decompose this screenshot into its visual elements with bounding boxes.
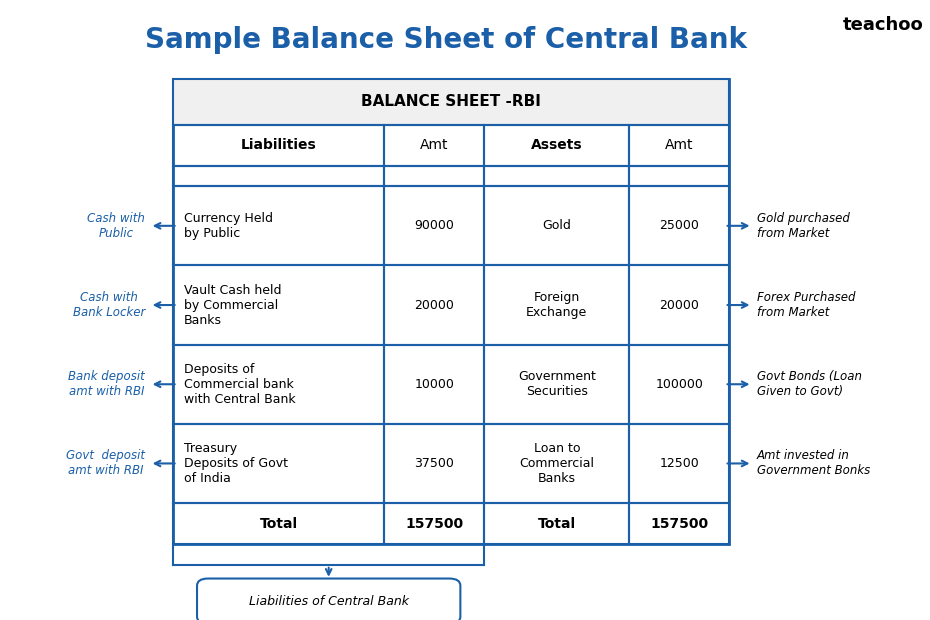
Text: Forex Purchased
from Market: Forex Purchased from Market [757,291,856,319]
Text: Deposits of
Commercial bank
with Central Bank: Deposits of Commercial bank with Central… [184,363,296,405]
Text: 90000: 90000 [415,219,455,232]
Text: Vault Cash held
by Commercial
Banks: Vault Cash held by Commercial Banks [184,283,282,327]
Text: Government
Securities: Government Securities [518,370,596,398]
Text: Amt: Amt [665,138,694,153]
Text: Loan to
Commercial
Banks: Loan to Commercial Banks [519,442,594,485]
FancyBboxPatch shape [197,578,460,620]
Text: Treasury
Deposits of Govt
of India: Treasury Deposits of Govt of India [184,442,288,485]
Text: 20000: 20000 [659,299,699,311]
Text: 20000: 20000 [415,299,455,311]
Text: Govt Bonds (Loan
Given to Govt): Govt Bonds (Loan Given to Govt) [757,370,862,398]
Text: 25000: 25000 [659,219,699,232]
Text: Gold: Gold [542,219,571,232]
Text: Cash with
Bank Locker: Cash with Bank Locker [73,291,145,319]
Text: Foreign
Exchange: Foreign Exchange [526,291,588,319]
Text: Bank deposit
amt with RBI: Bank deposit amt with RBI [69,370,145,398]
Text: Amt: Amt [420,138,448,153]
Text: 10000: 10000 [415,378,455,391]
Text: Liabilities: Liabilities [241,138,316,153]
Text: Amt invested in
Government Bonks: Amt invested in Government Bonks [757,450,870,477]
Text: Total: Total [259,516,298,531]
Text: 157500: 157500 [650,516,709,531]
Text: Assets: Assets [531,138,582,153]
Text: Sample Balance Sheet of Central Bank: Sample Balance Sheet of Central Bank [145,26,748,54]
Text: 12500: 12500 [659,457,699,470]
Text: Liabilities of Central Bank: Liabilities of Central Bank [248,595,408,608]
Text: teachoo: teachoo [844,16,924,34]
Text: 100000: 100000 [656,378,703,391]
Text: 37500: 37500 [415,457,455,470]
FancyBboxPatch shape [173,79,729,125]
Text: Currency Held
by Public: Currency Held by Public [184,212,273,240]
Text: Gold purchased
from Market: Gold purchased from Market [757,212,850,240]
Text: Cash with
Public: Cash with Public [87,212,145,240]
Text: 157500: 157500 [405,516,463,531]
Text: Govt  deposit
amt with RBI: Govt deposit amt with RBI [66,450,145,477]
Text: Total: Total [538,516,576,531]
Text: BALANCE SHEET -RBI: BALANCE SHEET -RBI [361,94,541,109]
